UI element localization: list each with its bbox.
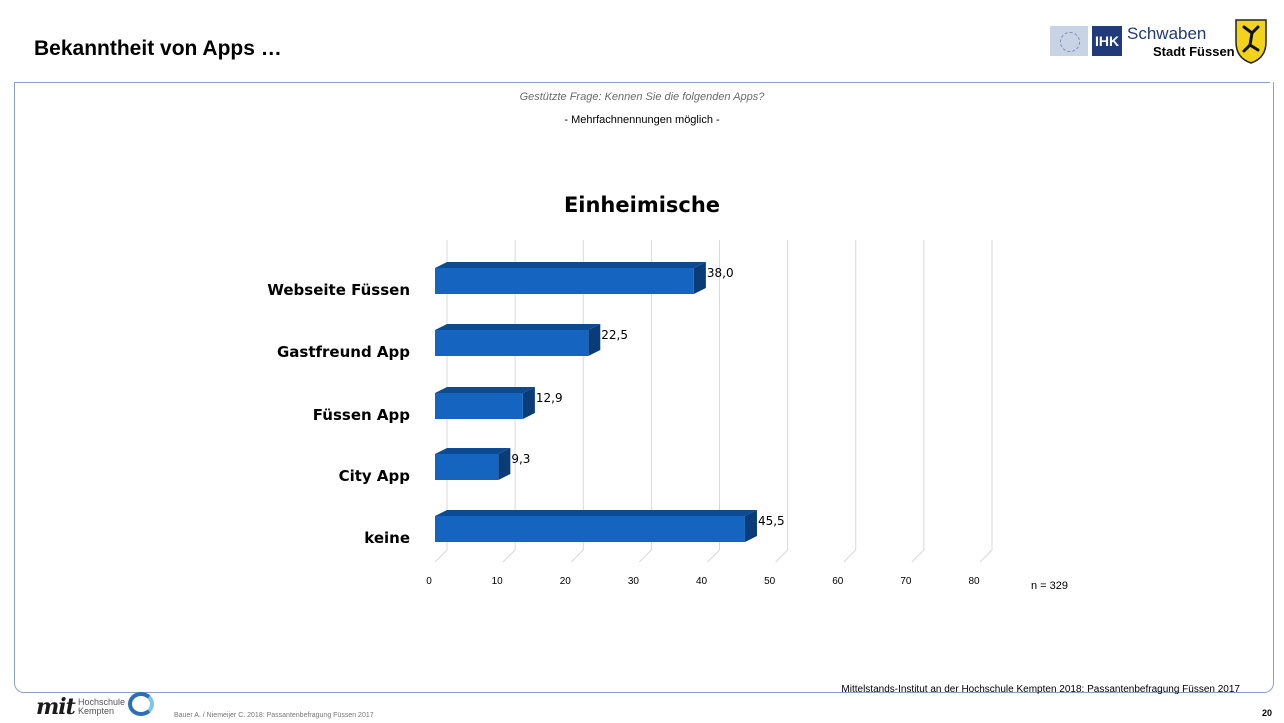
bar-side-face: [588, 324, 601, 356]
header-logos: IHK Schwaben Stadt Füssen: [1050, 18, 1272, 66]
bar-top-face: [435, 262, 706, 268]
gridline-60: [843, 240, 857, 563]
category-label: Webseite Füssen: [267, 281, 410, 299]
category-label: keine: [364, 529, 410, 547]
stadt-fuessen-label: Stadt Füssen: [1153, 44, 1235, 59]
data-label: 22,5: [601, 328, 628, 342]
hochschule-swirl-icon: [128, 692, 154, 716]
gridline-30: [639, 240, 652, 563]
bar: [435, 454, 499, 480]
bar-side-face: [693, 262, 706, 294]
x-tick-label: 80: [968, 576, 980, 587]
x-tick-label: 40: [696, 576, 708, 587]
bar-top-face: [435, 387, 535, 393]
hochschule-logo: mit Hochschule Kempten: [36, 692, 166, 720]
bar-top-face: [435, 448, 511, 454]
header-divider: [14, 82, 1270, 83]
ihk-schwaben-label: Schwaben: [1127, 24, 1207, 43]
gridline-80: [979, 240, 993, 563]
gridline-70: [911, 240, 925, 563]
x-tick-label: 70: [900, 576, 912, 587]
source-note: Mittelstands-Institut an der Hochschule …: [841, 684, 1240, 695]
ihk-seal-icon: [1050, 26, 1088, 56]
gridline-50: [775, 240, 789, 563]
gridline-40: [707, 240, 720, 563]
x-tick-label: 20: [560, 576, 572, 587]
bar: [435, 516, 745, 542]
bar-top-face: [435, 510, 757, 516]
data-label: 9,3: [511, 452, 530, 466]
hochschule-line-1: Hochschule: [78, 697, 126, 707]
category-label: Füssen App: [313, 406, 410, 424]
x-tick-label: 10: [492, 576, 504, 587]
question-text: Gestützte Frage: Kennen Sie die folgende…: [519, 91, 765, 103]
x-tick-label: 30: [628, 576, 640, 587]
x-tick-label: 60: [832, 576, 844, 587]
ihk-logo: IHK: [1092, 26, 1122, 56]
data-label: 45,5: [758, 514, 785, 528]
multiple-answers-hint: - Mehrfachnennungen möglich -: [564, 114, 720, 126]
hochschule-line-2: Kempten: [78, 706, 115, 716]
bar: [435, 268, 694, 294]
bar-side-face: [498, 448, 511, 480]
content-frame: [14, 82, 1274, 693]
author-citation: Bauer A. / Niemeijer C. 2018: Passantenb…: [174, 712, 374, 719]
slide-title: Bekanntheit von Apps …: [34, 37, 282, 60]
bar-side-face: [744, 510, 757, 542]
x-tick-label: 0: [426, 576, 432, 587]
sample-size-note: n = 329: [1031, 580, 1069, 592]
bar: [435, 393, 523, 419]
data-label: 38,0: [707, 266, 734, 280]
page-number: 20: [1261, 708, 1272, 718]
category-label: City App: [339, 467, 411, 485]
mit-logo: mit: [36, 694, 76, 720]
bar: [435, 330, 589, 356]
bar-top-face: [435, 324, 601, 330]
chart-title: Einheimische: [563, 193, 721, 217]
x-tick-label: 50: [764, 576, 776, 587]
hochschule-kempten-label: Hochschule Kempten: [78, 698, 125, 716]
fuessen-crest-icon: [1235, 19, 1267, 64]
category-label: Gastfreund App: [277, 343, 410, 361]
data-label: 12,9: [536, 391, 563, 405]
bar-side-face: [522, 387, 535, 419]
